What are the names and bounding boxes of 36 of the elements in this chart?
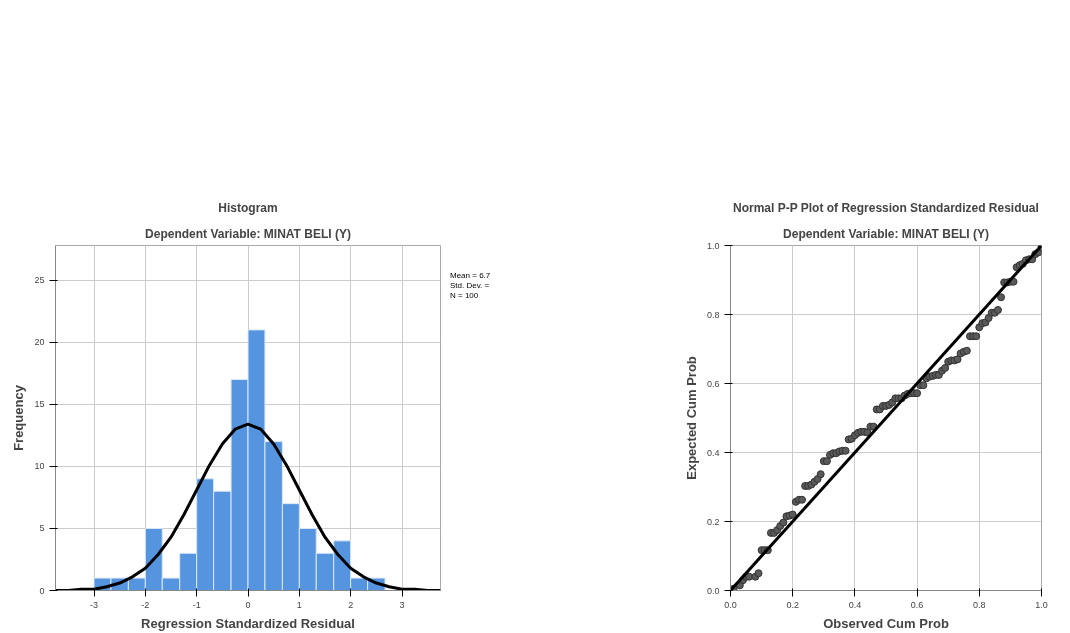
y-tick-label: 0.4 (706, 447, 720, 458)
y-tick-label: 1.0 (706, 240, 720, 251)
y-axis-title: Expected Cum Prob (683, 356, 699, 480)
x-tick-label: 0.6 (910, 599, 924, 610)
x-tick-label: 1 (296, 599, 302, 610)
x-tick-label: 0.8 (973, 599, 986, 610)
y-tick-label: 0.2 (706, 516, 720, 527)
x-tick-label: 0.4 (848, 599, 862, 610)
x-tick-label: -3 (90, 599, 99, 610)
y-tick-label: 10 (34, 461, 45, 472)
y-tick-label: 5 (39, 523, 45, 534)
x-tick-label: 3 (399, 599, 405, 610)
y-tick-label: 0.8 (706, 309, 720, 320)
y-axis-title: Frequency (11, 384, 27, 451)
x-tick-label: -2 (141, 599, 150, 610)
chart-subtitle: Dependent Variable: MINAT BELI (Y) (145, 226, 351, 241)
chart-title: Normal P-P Plot of Regression Standardized Residual (732, 200, 1039, 215)
y-tick-label: 15 (34, 399, 45, 410)
x-tick-label: -1 (192, 599, 201, 610)
x-axis-title: Regression Standardized Residual (141, 615, 355, 631)
text: Mean = 6.7 (450, 271, 491, 280)
y-tick-label: 25 (34, 275, 45, 286)
x-tick-label: 2 (348, 599, 354, 610)
y-tick-label: 0 (39, 585, 45, 596)
y-tick-label: 0.0 (706, 585, 720, 596)
text: N = 100 (450, 291, 479, 300)
y-tick-label: 20 (34, 337, 45, 348)
x-axis-title: Observed Cum Prob (823, 615, 949, 631)
y-tick-label: 0.6 (706, 378, 720, 389)
x-tick-label: 1.0 (1035, 599, 1048, 610)
chart-subtitle: Dependent Variable: MINAT BELI (Y) (783, 226, 989, 241)
text: Std. Dev. = (450, 281, 490, 290)
chart-title: Histogram (218, 200, 278, 215)
x-tick-label: 0.0 (724, 599, 737, 610)
x-tick-label: 0 (245, 599, 251, 610)
x-tick-label: 0.2 (786, 599, 799, 610)
